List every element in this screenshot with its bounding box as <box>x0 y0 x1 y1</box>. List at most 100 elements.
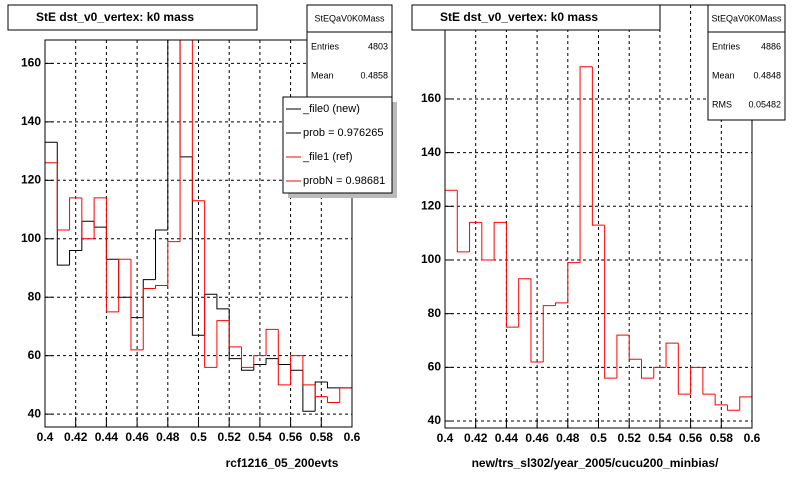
hist-bin <box>339 387 352 403</box>
y-tick-label: 120 <box>21 172 41 186</box>
legend-label: _file0 (new) <box>302 103 360 115</box>
y-tick-label: 140 <box>21 114 41 128</box>
hist-bin <box>228 320 242 348</box>
hist-bin <box>191 156 205 336</box>
hist-bin <box>616 334 630 379</box>
x-tick-label: 0.52 <box>218 430 242 444</box>
x-axis-title: new/trs_sl302/year_2005/cucu200_minbias/ <box>472 456 719 470</box>
hist-bin <box>45 141 58 427</box>
y-tick-label: 40 <box>428 413 442 427</box>
x-tick-label: 0.52 <box>618 431 642 445</box>
hist-bin <box>81 197 95 240</box>
hist-bin <box>567 262 581 303</box>
stats-label: Mean <box>311 70 334 80</box>
hist-bin <box>253 355 267 368</box>
x-tick-label: 0.6 <box>344 430 361 444</box>
x-tick-label: 0.56 <box>679 431 703 445</box>
x-axis-title: rcf1216_05_200evts <box>226 456 339 470</box>
hist-bin <box>726 404 740 411</box>
x-tick-label: 0.42 <box>464 431 488 445</box>
hist-bin <box>326 381 340 389</box>
y-tick-label: 160 <box>21 56 41 70</box>
x-tick-label: 0.5 <box>590 431 607 445</box>
hist-bin <box>216 320 230 368</box>
hist-bin <box>530 278 544 363</box>
x-tick-label: 0.4 <box>437 431 454 445</box>
y-tick-label: 60 <box>428 360 442 374</box>
hist-bin <box>302 355 316 386</box>
hist-bin <box>105 197 119 313</box>
stats-label: Mean <box>712 70 735 80</box>
stats-value: 0.4858 <box>360 70 388 80</box>
hist-bin <box>69 197 82 230</box>
hist-bin <box>714 394 728 406</box>
hist-bin <box>265 328 279 356</box>
y-tick-label: 60 <box>28 348 42 362</box>
hist-bin <box>445 189 458 428</box>
x-tick-label: 0.44 <box>95 430 119 444</box>
stats-label: Entries <box>311 41 340 51</box>
hist-bin <box>653 366 667 379</box>
hist-bin <box>326 396 340 403</box>
x-tick-label: 0.6 <box>744 431 761 445</box>
hist-bin <box>216 294 230 310</box>
hist-bin <box>240 346 254 368</box>
x-tick-label: 0.48 <box>556 431 580 445</box>
title-box <box>7 4 258 31</box>
hist-bin <box>505 222 519 328</box>
hist-bin <box>739 396 752 411</box>
legend-note: prob = 0.976265 <box>303 127 383 139</box>
legend-label: _file1 (ref) <box>302 151 353 163</box>
x-tick-label: 0.4 <box>37 430 54 444</box>
hist-bin <box>45 162 58 427</box>
y-tick-label: 160 <box>421 91 441 105</box>
hist-bin <box>690 366 703 395</box>
hist-bin <box>290 355 303 385</box>
stats-box <box>707 4 786 121</box>
hist-bin <box>314 384 328 398</box>
hist-bin <box>469 221 482 252</box>
hist-bin <box>179 40 181 242</box>
stats-value: 4803 <box>368 41 388 51</box>
hist-bin <box>191 40 205 202</box>
y-tick-label: 100 <box>21 231 41 245</box>
hist-bin <box>314 381 328 412</box>
hist-bin <box>542 305 556 362</box>
y-tick-label: 80 <box>28 289 42 303</box>
plot-area <box>45 40 352 427</box>
chart-title: StE dst_v0_vertex: k0 mass <box>440 10 598 24</box>
x-tick-label: 0.46 <box>525 431 549 445</box>
plot-border <box>44 39 353 428</box>
y-tick-label: 40 <box>28 406 42 420</box>
hist-bin <box>265 358 279 365</box>
hist-bin <box>155 285 168 289</box>
hist-bin <box>130 259 144 351</box>
hist-bin <box>93 197 107 239</box>
x-tick-label: 0.54 <box>648 431 672 445</box>
x-tick-label: 0.44 <box>495 431 519 445</box>
x-tick-label: 0.46 <box>125 430 149 444</box>
x-tick-label: 0.48 <box>156 430 180 444</box>
x-tick-label: 0.5 <box>190 430 207 444</box>
x-tick-label: 0.58 <box>310 430 334 444</box>
hist-bin <box>481 222 495 261</box>
plot-area <box>445 66 752 428</box>
hist-bin <box>677 343 691 395</box>
x-tick-label: 0.58 <box>710 431 734 445</box>
hist-bin <box>579 66 593 263</box>
hist-bin <box>640 359 654 379</box>
legend-note: probN = 0.98681 <box>303 175 385 187</box>
hist-bin <box>167 241 181 286</box>
hist-bin <box>493 221 507 260</box>
title-box <box>411 4 661 31</box>
y-tick-label: 140 <box>421 145 441 159</box>
stats-value: 0.05482 <box>748 99 781 109</box>
stats-value: 0.4848 <box>753 70 781 80</box>
x-tick-label: 0.54 <box>248 430 272 444</box>
hist-bin <box>665 342 679 368</box>
y-tick-label: 80 <box>428 306 442 320</box>
hist-bin <box>702 367 716 395</box>
stats-box <box>306 4 393 101</box>
